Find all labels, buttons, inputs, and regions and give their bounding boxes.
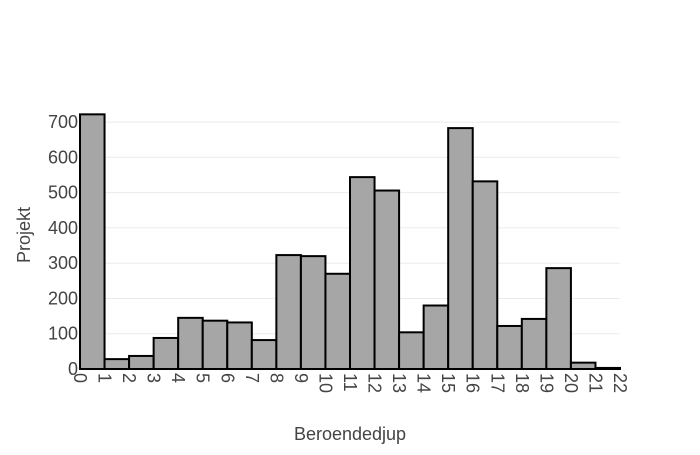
histogram-bar: [103, 358, 131, 371]
histogram-bar: [520, 317, 548, 371]
x-tick-label: 6: [217, 373, 237, 383]
x-tick-label: 16: [463, 373, 483, 393]
histogram-bar: [398, 331, 425, 370]
histogram-bar: [177, 316, 204, 370]
histogram-bar: [152, 336, 180, 370]
histogram-bar: [373, 189, 401, 370]
x-tick-label: 3: [144, 373, 164, 383]
x-tick-label: 15: [438, 373, 458, 393]
y-tick-label: 600: [48, 147, 78, 167]
y-axis-title: Projekt: [14, 207, 34, 263]
histogram-bar: [447, 127, 474, 370]
histogram-bar: [128, 354, 155, 371]
x-tick-label: 17: [487, 373, 507, 393]
x-tick-label: 20: [561, 373, 581, 393]
x-tick-label: 14: [414, 373, 434, 393]
y-tick-label: 300: [48, 253, 78, 273]
histogram-bar: [250, 339, 278, 370]
x-tick-label: 7: [242, 373, 262, 383]
x-tick-label: 22: [610, 373, 630, 393]
x-tick-label: 18: [512, 373, 532, 393]
histogram-bar: [349, 176, 376, 370]
histogram-bar: [226, 321, 253, 370]
x-tick-label: 9: [291, 373, 311, 383]
histogram-bar: [201, 319, 229, 370]
histogram-bar: [79, 113, 106, 370]
y-tick-label: 400: [48, 218, 78, 238]
x-tick-label: 21: [585, 373, 605, 393]
y-tick-label: 100: [48, 324, 78, 344]
histogram-bar: [496, 324, 523, 371]
histogram-bar: [324, 272, 352, 370]
x-tick-label: 13: [389, 373, 409, 393]
y-tick-label: 500: [48, 183, 78, 203]
y-tick-label: 700: [48, 112, 78, 132]
histogram-bar: [471, 180, 499, 370]
bars: [79, 113, 621, 371]
x-tick-label: 5: [193, 373, 213, 383]
x-tick-label: 2: [119, 373, 139, 383]
histogram-bar: [275, 254, 302, 370]
x-tick-label: 8: [266, 373, 286, 383]
histogram-bar: [299, 255, 327, 370]
x-tick-label: 11: [340, 373, 360, 392]
x-tick-label: 0: [70, 373, 90, 383]
y-tick-label: 0: [68, 359, 78, 379]
x-tick-label: 10: [315, 373, 335, 393]
histogram-bar: [422, 304, 450, 371]
y-tick-label: 200: [48, 288, 78, 308]
x-tick-label: 12: [365, 373, 385, 393]
x-tick-label: 19: [536, 373, 556, 393]
histogram-bar: [545, 267, 572, 370]
x-axis-title: Beroendedjup: [294, 424, 406, 444]
x-tick-label: 1: [95, 373, 115, 383]
x-tick-label: 4: [168, 373, 188, 383]
